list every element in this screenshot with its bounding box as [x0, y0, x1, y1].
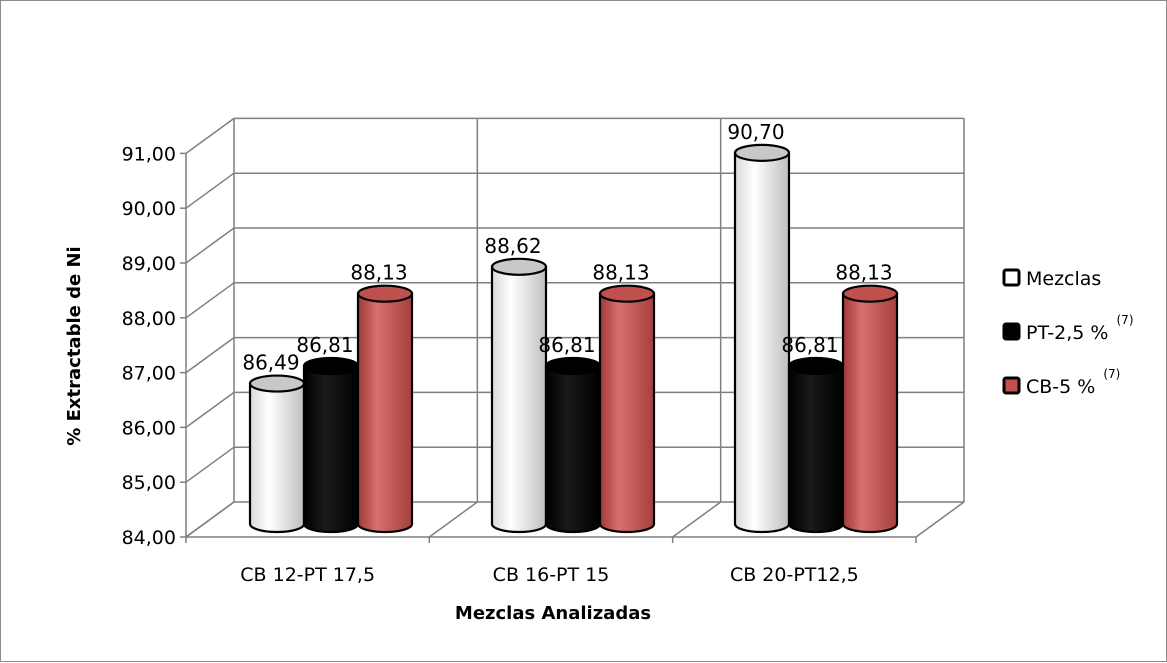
bar-top	[598, 284, 656, 303]
bar-top	[841, 284, 899, 303]
legend-label: Mezclas	[1026, 268, 1101, 290]
chart-grid	[180, 117, 965, 543]
y-tick-label: 87,00	[122, 363, 176, 385]
y-axis-ticks: 84,00 85,00 86,00 87,00 88,00 89,00 90,00 91,00	[122, 143, 176, 549]
legend-label: PT-2,5 %	[1026, 322, 1109, 344]
bar-body	[841, 292, 899, 534]
bar-body	[787, 364, 845, 534]
grid-line-side	[185, 336, 235, 374]
bar-top	[248, 374, 306, 393]
legend-swatch	[1002, 268, 1021, 287]
bar-body	[248, 382, 306, 534]
x-tick-label: CB 12-PT 17,5	[240, 564, 375, 586]
grid-line-side	[185, 227, 235, 264]
floor-line	[672, 501, 722, 538]
bar-top	[733, 143, 791, 162]
legend-swatch	[1002, 376, 1021, 395]
bar	[544, 356, 602, 534]
grid-line-side	[185, 117, 235, 155]
bar-body	[544, 364, 602, 534]
bar-body	[490, 265, 548, 534]
x-tick-label: CB 16-PT 15	[493, 564, 610, 586]
data-label: 86,81	[296, 333, 353, 357]
bar	[490, 257, 548, 534]
y-tick-label: 90,00	[122, 198, 176, 220]
data-label: 86,49	[242, 351, 299, 375]
floor-line	[185, 501, 235, 538]
floor-line	[915, 501, 965, 538]
bar	[302, 356, 360, 534]
chart-bars	[248, 143, 899, 534]
y-axis-title: % Extractable de Ni	[64, 246, 85, 445]
bar	[598, 284, 656, 534]
data-label: 88,13	[350, 261, 407, 285]
legend-label: CB-5 %	[1026, 376, 1095, 398]
grid-line-side	[185, 282, 235, 319]
bar-top	[787, 356, 845, 376]
legend: Mezclas PT-2,5 % (7) CB-5 % (7)	[1002, 268, 1134, 398]
grid-line-side	[185, 446, 235, 483]
bar-body	[356, 292, 414, 534]
data-label: 88,62	[484, 234, 541, 258]
legend-item: Mezclas	[1002, 268, 1101, 290]
bar-top	[490, 257, 548, 276]
bar	[841, 284, 899, 534]
data-label: 86,81	[781, 333, 838, 357]
x-tick-label: CB 20-PT12,5	[730, 564, 859, 586]
data-label: 88,13	[835, 261, 892, 285]
floor-line	[428, 501, 478, 538]
bar	[787, 356, 845, 534]
bar-body	[598, 292, 656, 534]
x-axis-ticks: CB 12-PT 17,5 CB 16-PT 15 CB 20-PT12,5	[240, 564, 858, 586]
data-label: 88,13	[592, 261, 649, 285]
legend-superscript: (7)	[1103, 367, 1120, 381]
y-tick-label: 91,00	[122, 143, 176, 165]
bar-top	[302, 356, 360, 376]
grid-line-side	[185, 391, 235, 429]
y-tick-label: 86,00	[122, 417, 176, 439]
grid-line-side	[185, 172, 235, 209]
bar-top	[356, 284, 414, 303]
y-tick-label: 84,00	[122, 527, 176, 549]
y-tick-label: 85,00	[122, 472, 176, 494]
bar-body	[302, 364, 360, 534]
data-label: 90,70	[727, 120, 784, 144]
bar-top	[544, 356, 602, 376]
legend-item: PT-2,5 % (7)	[1002, 313, 1134, 344]
data-label: 86,81	[538, 333, 595, 357]
y-tick-label: 89,00	[122, 253, 176, 275]
legend-swatch	[1002, 322, 1021, 341]
y-tick-label: 88,00	[122, 308, 176, 330]
bar	[248, 374, 306, 534]
x-axis-title: Mezclas Analizadas	[455, 603, 651, 624]
data-labels: 86,4986,8188,1388,6286,8188,1390,7086,81…	[242, 120, 892, 375]
bar	[356, 284, 414, 534]
legend-superscript: (7)	[1117, 313, 1134, 327]
legend-item: CB-5 % (7)	[1002, 367, 1120, 398]
